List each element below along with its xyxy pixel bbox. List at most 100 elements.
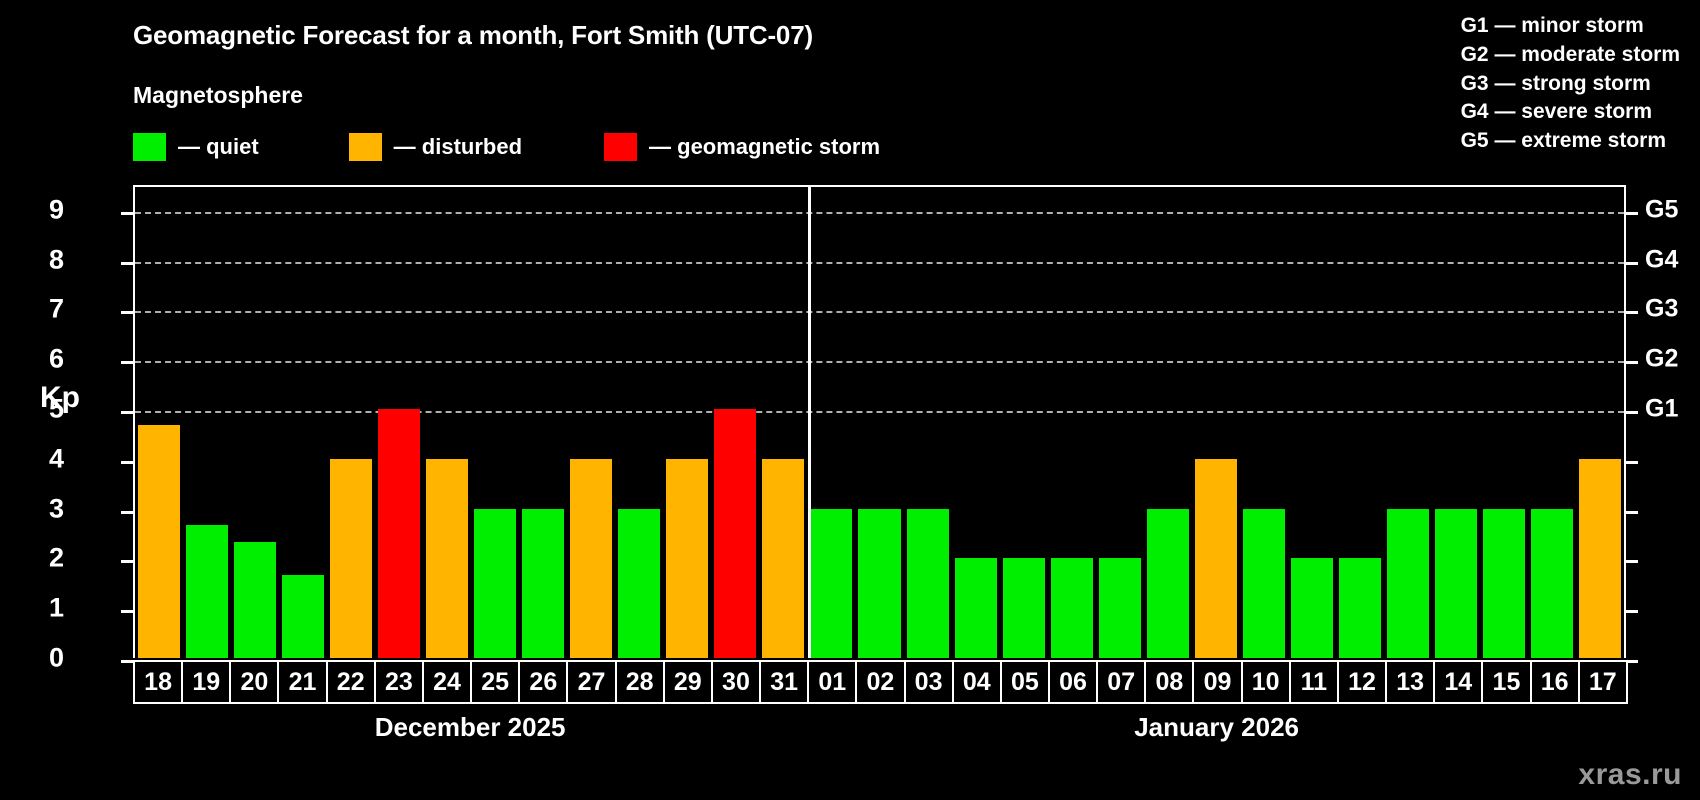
date-box-08[interactable]: 08 <box>1144 660 1195 704</box>
date-box-05[interactable]: 05 <box>999 660 1050 704</box>
bar-cell[interactable] <box>663 187 711 658</box>
bar-25[interactable] <box>474 508 517 658</box>
date-box-20[interactable]: 20 <box>229 660 280 704</box>
date-box-03[interactable]: 03 <box>903 660 954 704</box>
bar-cell[interactable] <box>952 187 1000 658</box>
gridline-kp-5 <box>135 411 1624 414</box>
bar-23[interactable] <box>378 409 421 658</box>
bar-cell[interactable] <box>1432 187 1480 658</box>
date-box-11[interactable]: 11 <box>1288 660 1339 704</box>
bar-07[interactable] <box>1098 558 1141 658</box>
bar-cell[interactable] <box>1096 187 1144 658</box>
bar-10[interactable] <box>1242 508 1285 658</box>
bar-cell[interactable] <box>759 187 807 658</box>
bar-cell[interactable] <box>1480 187 1528 658</box>
bar-30[interactable] <box>714 409 757 658</box>
bar-cell[interactable] <box>1000 187 1048 658</box>
bar-cell[interactable] <box>1288 187 1336 658</box>
date-box-15[interactable]: 15 <box>1481 660 1532 704</box>
date-box-25[interactable]: 25 <box>470 660 521 704</box>
bar-cell[interactable] <box>135 187 183 658</box>
bar-22[interactable] <box>330 458 373 658</box>
bar-01[interactable] <box>810 508 853 658</box>
bar-cell[interactable] <box>1192 187 1240 658</box>
bar-09[interactable] <box>1194 458 1237 658</box>
g-scale-label-G1: G1 <box>1645 394 1679 423</box>
date-box-07[interactable]: 07 <box>1096 660 1147 704</box>
date-box-09[interactable]: 09 <box>1192 660 1243 704</box>
bar-16[interactable] <box>1530 508 1573 658</box>
bar-cell[interactable] <box>1336 187 1384 658</box>
bar-06[interactable] <box>1050 558 1093 658</box>
bar-cell[interactable] <box>1144 187 1192 658</box>
y-tick-right-5 <box>1625 411 1638 415</box>
bar-cell[interactable] <box>1576 187 1624 658</box>
bar-cell[interactable] <box>519 187 567 658</box>
date-box-02[interactable]: 02 <box>855 660 906 704</box>
bar-27[interactable] <box>570 458 613 658</box>
bar-03[interactable] <box>906 508 949 658</box>
y-axis-label-1: 1 <box>48 592 64 623</box>
bar-12[interactable] <box>1338 558 1381 658</box>
bar-19[interactable] <box>186 525 229 658</box>
bar-cell[interactable] <box>423 187 471 658</box>
bars-layer <box>135 187 1624 658</box>
bar-02[interactable] <box>858 508 901 658</box>
date-box-27[interactable]: 27 <box>566 660 617 704</box>
bar-cell[interactable] <box>1240 187 1288 658</box>
date-box-06[interactable]: 06 <box>1047 660 1099 704</box>
bar-cell[interactable] <box>375 187 423 658</box>
bar-26[interactable] <box>522 508 565 658</box>
date-box-18[interactable]: 18 <box>133 660 184 704</box>
bar-04[interactable] <box>954 558 997 658</box>
bar-17[interactable] <box>1578 458 1621 658</box>
date-box-16[interactable]: 16 <box>1529 660 1580 704</box>
bar-cell[interactable] <box>807 187 855 658</box>
bar-08[interactable] <box>1146 508 1189 658</box>
bar-cell[interactable] <box>471 187 519 658</box>
bar-21[interactable] <box>282 574 325 658</box>
bar-cell[interactable] <box>567 187 615 658</box>
date-box-29[interactable]: 29 <box>662 660 713 704</box>
date-box-10[interactable]: 10 <box>1240 660 1291 704</box>
bar-29[interactable] <box>666 458 709 658</box>
bar-cell[interactable] <box>327 187 375 658</box>
date-box-14[interactable]: 14 <box>1433 660 1484 704</box>
bar-cell[interactable] <box>615 187 663 658</box>
date-box-26[interactable]: 26 <box>518 660 569 704</box>
bar-18[interactable] <box>138 425 181 658</box>
bar-05[interactable] <box>1002 558 1045 658</box>
date-box-04[interactable]: 04 <box>951 660 1002 704</box>
bar-14[interactable] <box>1434 508 1477 658</box>
date-box-19[interactable]: 19 <box>181 660 232 704</box>
bar-cell[interactable] <box>279 187 327 658</box>
date-box-30[interactable]: 30 <box>710 660 762 704</box>
date-box-24[interactable]: 24 <box>421 660 473 704</box>
bar-20[interactable] <box>234 542 277 658</box>
bar-cell[interactable] <box>1048 187 1096 658</box>
date-box-21[interactable]: 21 <box>277 660 328 704</box>
bar-cell[interactable] <box>183 187 231 658</box>
bar-cell[interactable] <box>855 187 903 658</box>
date-box-23[interactable]: 23 <box>373 660 424 704</box>
date-box-28[interactable]: 28 <box>614 660 665 704</box>
bar-28[interactable] <box>618 508 661 658</box>
bar-31[interactable] <box>762 458 805 658</box>
date-box-01[interactable]: 01 <box>807 660 858 704</box>
bar-cell[interactable] <box>711 187 759 658</box>
date-axis-row: 18 19 20 21 22 23 24 25 26 27 28 29 30 31 01 02 03 04 05 06… <box>133 660 1628 704</box>
bar-cell[interactable] <box>1384 187 1432 658</box>
date-box-22[interactable]: 22 <box>325 660 376 704</box>
bar-15[interactable] <box>1482 508 1525 658</box>
bar-13[interactable] <box>1386 508 1429 658</box>
date-box-17[interactable]: 17 <box>1577 660 1628 704</box>
bar-11[interactable] <box>1290 558 1333 658</box>
y-tick-left-1 <box>121 610 134 614</box>
bar-24[interactable] <box>426 458 469 658</box>
bar-cell[interactable] <box>904 187 952 658</box>
bar-cell[interactable] <box>231 187 279 658</box>
date-box-12[interactable]: 12 <box>1336 660 1388 704</box>
bar-cell[interactable] <box>1528 187 1576 658</box>
date-box-13[interactable]: 13 <box>1385 660 1436 704</box>
date-box-31[interactable]: 31 <box>759 660 810 704</box>
